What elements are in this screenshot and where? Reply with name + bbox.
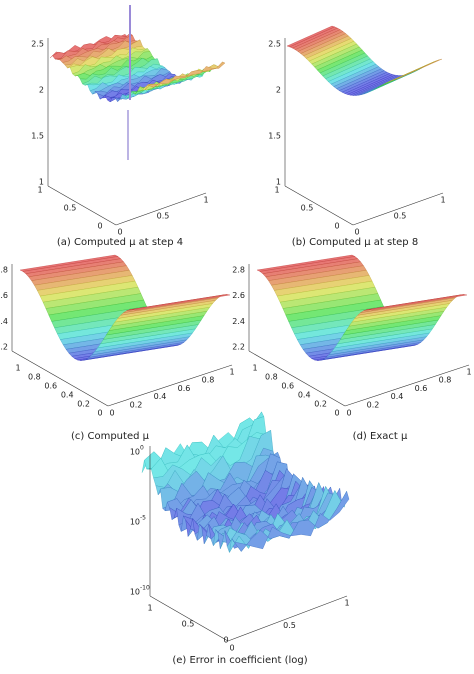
x-tick-label: 0 [117, 228, 122, 237]
surface-strip [231, 490, 350, 552]
z-tick-label: 2.4 [232, 317, 245, 326]
z-tick-exponent: -5 [140, 515, 146, 522]
z-tick-exponent: -10 [140, 585, 150, 592]
x-tick-label: 0.5 [157, 212, 170, 221]
z-tick-label: 2.2 [0, 343, 8, 352]
x-tick-label: 0.6 [415, 384, 428, 393]
y-axis [47, 185, 117, 226]
y-axis [248, 350, 346, 407]
surface-strip [147, 61, 226, 88]
y-tick-label: 0.4 [61, 391, 74, 400]
z-tick-label: 2.6 [232, 291, 245, 300]
x-tick-label: 0.4 [154, 392, 167, 401]
x-tick-label: 0.5 [394, 212, 407, 221]
z-tick-label: 10 [130, 588, 140, 597]
y-tick-label: 0 [334, 409, 339, 418]
panel: 2.82.62.42.210.80.60.40.2000.20.40.60.81… [0, 254, 235, 442]
x-tick-label: 1 [440, 196, 445, 205]
x-axis [115, 192, 207, 226]
z-tick-label: 1 [276, 178, 281, 187]
z-tick-exponent: 0 [140, 445, 144, 452]
caption: (c) Computed μ [71, 431, 150, 442]
y-tick-label: 0.5 [301, 204, 314, 213]
y-tick-label: 0.6 [281, 382, 294, 391]
z-tick-label: 2.2 [232, 343, 245, 352]
x-tick-label: 0.6 [178, 384, 191, 393]
x-tick-label: 0.8 [439, 376, 452, 385]
z-tick-label: 2.5 [31, 40, 44, 49]
x-tick-label: 0 [346, 409, 351, 418]
x-tick-label: 1 [203, 196, 208, 205]
x-tick-label: 0 [229, 644, 234, 653]
x-tick-label: 1 [344, 599, 349, 608]
y-axis [11, 350, 109, 407]
y-tick-label: 1 [147, 604, 152, 613]
z-tick-label: 2.8 [0, 266, 8, 275]
x-axis [107, 364, 233, 407]
z-tick-label: 2 [276, 86, 281, 95]
z-tick-label: 10 [130, 448, 140, 457]
y-tick-label: 0.8 [265, 373, 278, 382]
y-tick-label: 0 [97, 222, 102, 231]
y-axis [149, 595, 229, 642]
y-tick-label: 1 [274, 186, 279, 195]
z-tick-label: 1 [39, 178, 44, 187]
surface-strip [132, 294, 231, 311]
y-tick-label: 1 [252, 364, 257, 373]
z-tick-label: 2.6 [0, 291, 8, 300]
x-tick-label: 1 [466, 368, 471, 377]
x-tick-label: 0.8 [202, 376, 215, 385]
z-tick-label: 2 [39, 86, 44, 95]
x-tick-label: 0 [109, 409, 114, 418]
surface-strip [394, 58, 443, 80]
x-axis [227, 595, 348, 642]
y-tick-label: 0.2 [314, 400, 327, 409]
y-tick-label: 0 [97, 409, 102, 418]
caption: (d) Exact μ [353, 431, 408, 442]
y-tick-label: 0 [223, 636, 228, 645]
z-tick-label: 1.5 [31, 132, 44, 141]
y-tick-label: 0.2 [77, 400, 90, 409]
surface-strip [369, 294, 468, 311]
y-tick-label: 0.4 [298, 391, 311, 400]
x-tick-label: 0 [354, 228, 359, 237]
y-tick-label: 0.6 [44, 382, 57, 391]
x-axis [352, 192, 444, 226]
caption: (b) Computed μ at step 8 [292, 237, 418, 248]
y-tick-label: 0.5 [182, 620, 195, 629]
x-tick-label: 1 [229, 368, 234, 377]
y-tick-label: 0 [334, 222, 339, 231]
z-tick-label: 2.8 [232, 266, 245, 275]
x-tick-label: 0.2 [367, 400, 380, 409]
caption: (e) Error in coefficient (log) [172, 655, 307, 666]
x-axis [344, 364, 470, 407]
z-tick-label: 1.5 [268, 132, 281, 141]
y-axis [284, 185, 354, 226]
y-tick-label: 1 [37, 186, 42, 195]
x-tick-label: 0.4 [391, 392, 404, 401]
z-tick-label: 2.4 [0, 317, 8, 326]
y-tick-label: 0.5 [64, 204, 77, 213]
z-tick-label: 2.5 [268, 40, 281, 49]
z-tick-label: 10 [130, 518, 140, 527]
y-tick-label: 0.8 [28, 373, 41, 382]
caption: (a) Computed μ at step 4 [57, 237, 183, 248]
y-tick-label: 1 [15, 364, 20, 373]
x-tick-label: 0.2 [130, 400, 143, 409]
x-tick-label: 0.5 [283, 621, 296, 630]
